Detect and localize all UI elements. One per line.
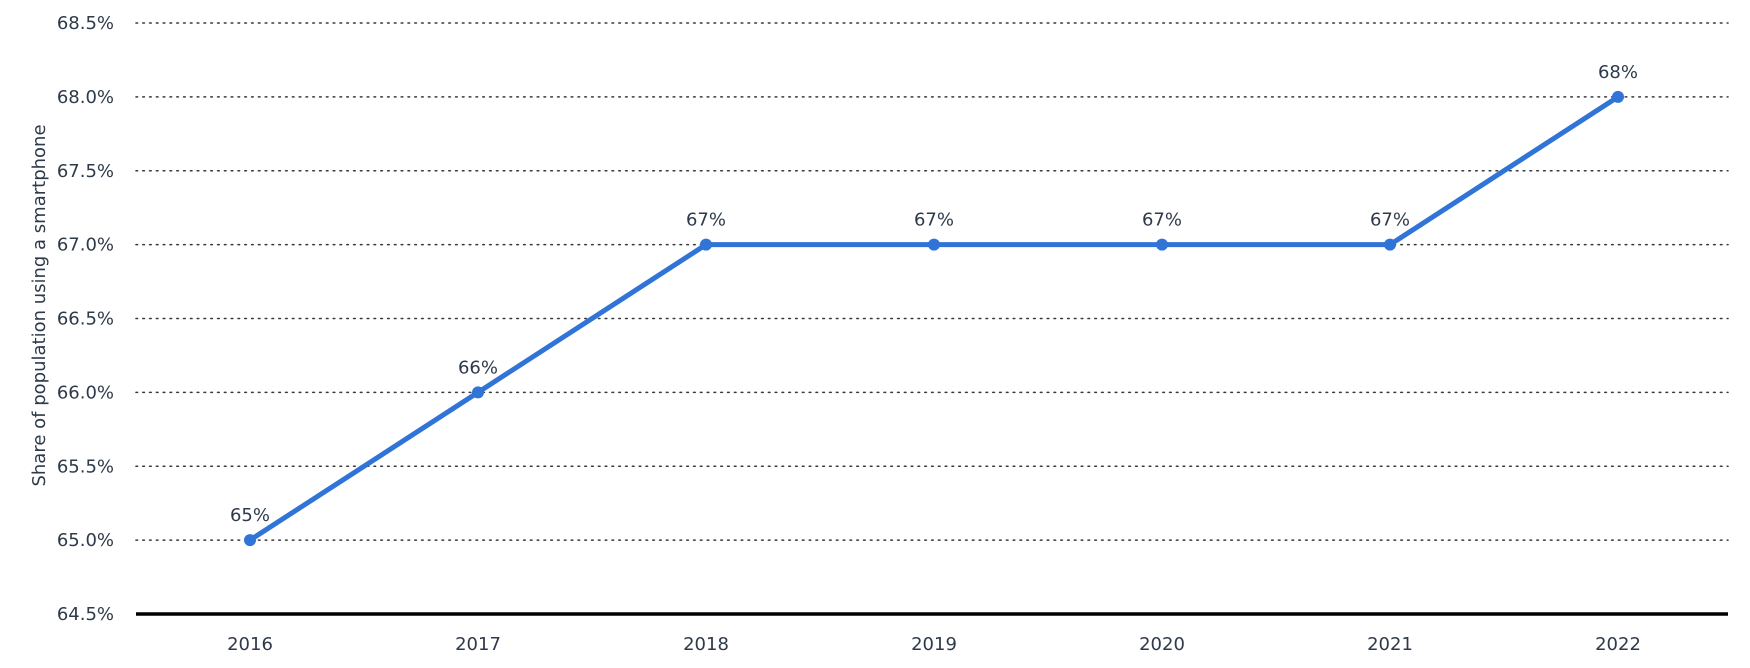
y-tick-label: 65.5% (57, 456, 114, 477)
data-label: 66% (458, 357, 498, 378)
series-layer (244, 90, 1624, 547)
x-tick-label: 2018 (683, 634, 729, 655)
data-labels: 65% 66% 67% 67% 67% 67% 68% (230, 62, 1638, 526)
data-point[interactable] (1156, 238, 1168, 251)
y-tick-label: 66.0% (57, 382, 114, 403)
data-point[interactable] (1612, 90, 1624, 103)
y-axis-ticks: 64.5% 65.0% 65.5% 66.0% 66.5% 67.0% 67.5% 68.0%… (57, 13, 114, 625)
x-tick-label: 2021 (1367, 634, 1413, 655)
data-point[interactable] (928, 238, 940, 251)
data-label: 67% (1142, 210, 1182, 231)
data-label: 65% (230, 505, 270, 526)
y-tick-label: 68.5% (57, 13, 114, 34)
x-tick-label: 2022 (1595, 634, 1641, 655)
data-point[interactable] (472, 386, 484, 399)
y-tick-label: 67.0% (57, 235, 114, 256)
y-tick-label: 67.5% (57, 161, 114, 182)
data-label: 68% (1598, 62, 1638, 83)
data-point[interactable] (700, 238, 712, 251)
x-tick-label: 2020 (1139, 634, 1185, 655)
data-point[interactable] (244, 534, 256, 547)
y-tick-label: 68.0% (57, 87, 114, 108)
x-tick-label: 2019 (911, 634, 957, 655)
y-tick-label: 66.5% (57, 309, 114, 330)
y-tick-label: 65.0% (57, 530, 114, 551)
data-point[interactable] (1384, 238, 1396, 251)
x-tick-label: 2017 (455, 634, 501, 655)
y-tick-label: 64.5% (57, 604, 114, 625)
x-tick-label: 2016 (227, 634, 273, 655)
data-label: 67% (914, 210, 954, 231)
x-axis-ticks: 2016 2017 2018 2019 2020 2021 2022 (227, 634, 1641, 655)
y-axis-title: Share of population using a smartphone (29, 124, 50, 486)
gridlines (135, 22, 1729, 541)
data-label: 67% (1370, 210, 1410, 231)
data-label: 67% (686, 210, 726, 231)
